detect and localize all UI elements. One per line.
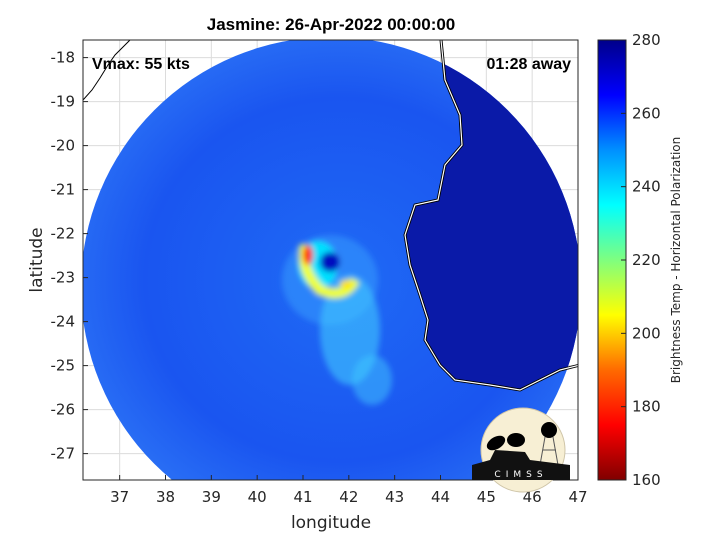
y-tick-label: -18 <box>51 49 76 67</box>
colorbar-tick-label: 240 <box>632 178 661 196</box>
y-tick-label: -23 <box>51 269 76 287</box>
x-tick-label: 42 <box>339 488 358 506</box>
colorbar-tick-label: 200 <box>632 324 661 342</box>
cimss-logo: CIMSS <box>472 407 570 493</box>
y-tick-label: -25 <box>51 357 76 375</box>
x-tick-label: 37 <box>110 488 129 506</box>
y-tick-label: -26 <box>51 401 76 419</box>
x-tick-label: 41 <box>293 488 312 506</box>
y-tick-label: -24 <box>51 313 76 331</box>
y-axis: -18 -19 -20 -21 -22 -23 -24 -25 -26 -27 <box>51 49 88 463</box>
y-tick-label: -20 <box>51 137 76 155</box>
y-axis-label: latitude <box>27 227 47 292</box>
y-tick-label: -21 <box>51 181 76 199</box>
logo-text: CIMSS <box>494 470 547 480</box>
y-tick-label: -22 <box>51 225 76 243</box>
y-tick-label: -19 <box>51 93 76 111</box>
x-tick-label: 38 <box>156 488 175 506</box>
x-tick-label: 45 <box>477 488 496 506</box>
x-tick-label: 40 <box>248 488 267 506</box>
madagascar-coastline <box>83 40 131 101</box>
x-tick-label: 39 <box>202 488 221 506</box>
y-tick-label: -27 <box>51 445 76 463</box>
colorbar-tick-label: 160 <box>632 471 661 489</box>
colorbar-tick-label: 220 <box>632 251 661 269</box>
colorbar-label: Brightness Temp - Horizontal Polarizatio… <box>669 137 683 384</box>
colorbar-ticks: 160 180 200 220 240 260 280 <box>621 31 661 489</box>
storm-features <box>282 235 392 405</box>
colorbar-tick-label: 280 <box>632 31 661 49</box>
x-tick-label: 47 <box>568 488 587 506</box>
x-axis-label: longitude <box>291 513 371 533</box>
x-tick-label: 46 <box>523 488 542 506</box>
brightness-temp-swath <box>83 40 578 480</box>
axes-box <box>82 39 579 481</box>
time-away-label: 01:28 away <box>486 56 571 73</box>
x-tick-label: 44 <box>431 488 450 506</box>
vmax-label: Vmax: 55 kts <box>92 56 190 73</box>
x-tick-label: 43 <box>385 488 404 506</box>
colorbar-tick-label: 260 <box>632 104 661 122</box>
colorbar-tick-label: 180 <box>632 398 661 416</box>
plot-title: Jasmine: 26-Apr-2022 00:00:00 <box>207 15 456 34</box>
x-axis: 37 38 39 40 41 42 43 44 45 46 47 <box>110 475 588 506</box>
